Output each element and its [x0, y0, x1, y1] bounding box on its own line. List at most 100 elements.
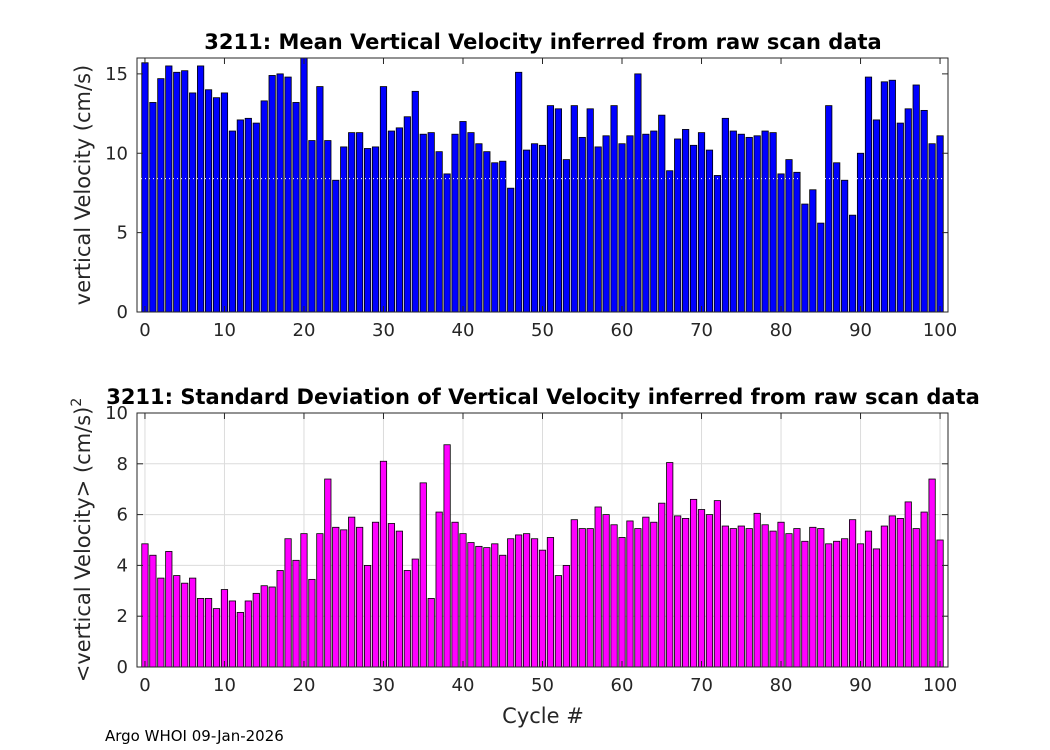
mean-velocity-bar-51: [546, 105, 555, 313]
std-velocity-bar-54: [570, 519, 578, 668]
mean-velocity-bar-100: [936, 135, 944, 313]
std-velocity-bar-40: [459, 533, 467, 668]
std-velocity-bar-70: [697, 509, 706, 668]
std-velocity-bar-57: [594, 506, 602, 668]
mean-velocity-bar-1: [149, 102, 157, 313]
std-velocity-bar-1: [149, 554, 157, 668]
mean-velocity-bar-91: [864, 76, 873, 313]
std-velocity-xtick-label-70: 70: [690, 675, 713, 696]
mean-velocity-bar-98: [920, 109, 928, 313]
mean-velocity-bar-68: [682, 129, 690, 313]
mean-velocity-bar-85: [817, 222, 825, 313]
std-velocity-title: 3211: Standard Deviation of Vertical Vel…: [106, 385, 980, 409]
mean-velocity-bar-70: [697, 132, 706, 313]
mean-velocity-bar-20: [300, 57, 308, 313]
std-velocity-bar-53: [562, 565, 570, 668]
mean-velocity-bar-29: [371, 146, 380, 313]
std-velocity-bar-22: [316, 533, 324, 668]
mean-velocity-bar-13: [244, 117, 252, 313]
std-velocity-bar-5: [181, 582, 189, 668]
mean-velocity-bar-0: [141, 62, 149, 313]
std-velocity-bar-18: [284, 538, 292, 668]
mean-velocity-bar-24: [332, 179, 340, 313]
mean-velocity-bar-71: [705, 149, 714, 313]
std-velocity-bar-87: [833, 540, 841, 668]
mean-velocity-bar-88: [841, 179, 849, 313]
std-velocity-bar-67: [674, 515, 682, 668]
std-velocity-bar-80: [777, 521, 785, 668]
mean-velocity-bar-81: [785, 159, 793, 313]
std-velocity-bar-55: [578, 528, 586, 668]
std-velocity-y-label: <vertical Velocity> (cm/s)2: [69, 398, 95, 683]
std-velocity-bar-29: [371, 521, 380, 668]
mean-velocity-bar-63: [642, 133, 650, 313]
mean-velocity-bar-9: [212, 97, 221, 313]
mean-velocity-bar-34: [411, 90, 419, 313]
std-velocity-xtick-label-30: 30: [372, 675, 395, 696]
mean-velocity-bar-95: [896, 122, 904, 313]
std-velocity-bar-92: [872, 548, 881, 668]
mean-velocity-bar-82: [793, 171, 801, 313]
std-velocity-bar-30: [379, 460, 388, 668]
mean-velocity-bar-64: [650, 130, 658, 313]
std-velocity-y-label-text: <vertical Velocity> (cm/s): [71, 407, 95, 683]
mean-velocity-xtick-label-60: 60: [611, 320, 634, 341]
std-velocity-bar-65: [658, 502, 666, 668]
mean-velocity-bar-62: [634, 73, 642, 313]
mean-velocity-y-label: vertical Velocity (cm/s): [71, 65, 95, 305]
mean-velocity-xtick-label-20: 20: [293, 320, 316, 341]
std-velocity-bar-20: [300, 533, 308, 668]
std-velocity-bar-72: [713, 500, 722, 668]
std-velocity-bar-49: [530, 538, 539, 668]
std-velocity-bar-13: [244, 600, 252, 668]
mean-velocity-bar-22: [316, 86, 324, 313]
mean-velocity-bar-36: [427, 132, 435, 313]
std-velocity-bar-74: [729, 528, 737, 668]
mean-velocity-bar-31: [387, 130, 396, 313]
std-velocity-bar-98: [920, 511, 928, 668]
mean-velocity-bar-26: [348, 132, 356, 313]
mean-velocity-bar-25: [340, 146, 348, 313]
std-velocity-bar-31: [387, 523, 396, 668]
mean-velocity-bar-83: [801, 203, 809, 313]
mean-velocity-bar-3: [165, 65, 173, 313]
std-velocity-bar-47: [515, 534, 523, 668]
mean-velocity-ytick-label-5: 5: [117, 223, 128, 244]
std-velocity-bar-85: [817, 528, 825, 668]
mean-velocity-bar-30: [379, 86, 388, 313]
mean-velocity-xtick-label-40: 40: [452, 320, 475, 341]
std-velocity-bar-93: [880, 525, 888, 668]
mean-velocity-bar-46: [507, 187, 515, 313]
mean-velocity-bar-76: [745, 136, 753, 313]
std-velocity-bar-38: [443, 444, 451, 668]
mean-velocity-bar-41: [467, 132, 475, 313]
mean-velocity-bar-57: [594, 146, 602, 313]
mean-velocity-bar-23: [324, 140, 332, 313]
std-velocity-bar-28: [363, 565, 372, 668]
std-velocity-ytick-label-0: 0: [117, 657, 128, 678]
std-velocity-chart: 0 10 20 30 40 50 60 70 80 90 100 0 2 4 6 8 10 <vertical …: [69, 385, 980, 728]
std-velocity-bar-75: [737, 525, 745, 668]
mean-velocity-bar-53: [562, 159, 570, 313]
std-velocity-bar-26: [348, 516, 356, 668]
mean-velocity-bar-74: [729, 130, 737, 313]
std-velocity-bar-83: [801, 540, 809, 668]
mean-velocity-bar-16: [268, 75, 276, 313]
mean-velocity-bar-8: [204, 89, 213, 313]
std-velocity-bar-9: [212, 608, 221, 668]
std-velocity-xtick-label-40: 40: [452, 675, 475, 696]
mean-velocity-bar-45: [499, 160, 507, 313]
std-velocity-xtick-label-0: 0: [139, 675, 150, 696]
std-velocity-bar-86: [825, 543, 833, 668]
mean-velocity-bar-19: [292, 102, 300, 313]
mean-velocity-bar-12: [236, 119, 244, 313]
mean-velocity-xtick-label-100: 100: [923, 320, 957, 341]
mean-velocity-xtick-label-70: 70: [690, 320, 713, 341]
mean-velocity-bar-40: [459, 121, 467, 313]
mean-velocity-bar-38: [443, 173, 451, 313]
std-velocity-bar-56: [586, 528, 594, 668]
mean-velocity-bar-17: [276, 73, 284, 313]
mean-velocity-bar-6: [189, 92, 197, 313]
mean-velocity-xtick-label-30: 30: [372, 320, 395, 341]
